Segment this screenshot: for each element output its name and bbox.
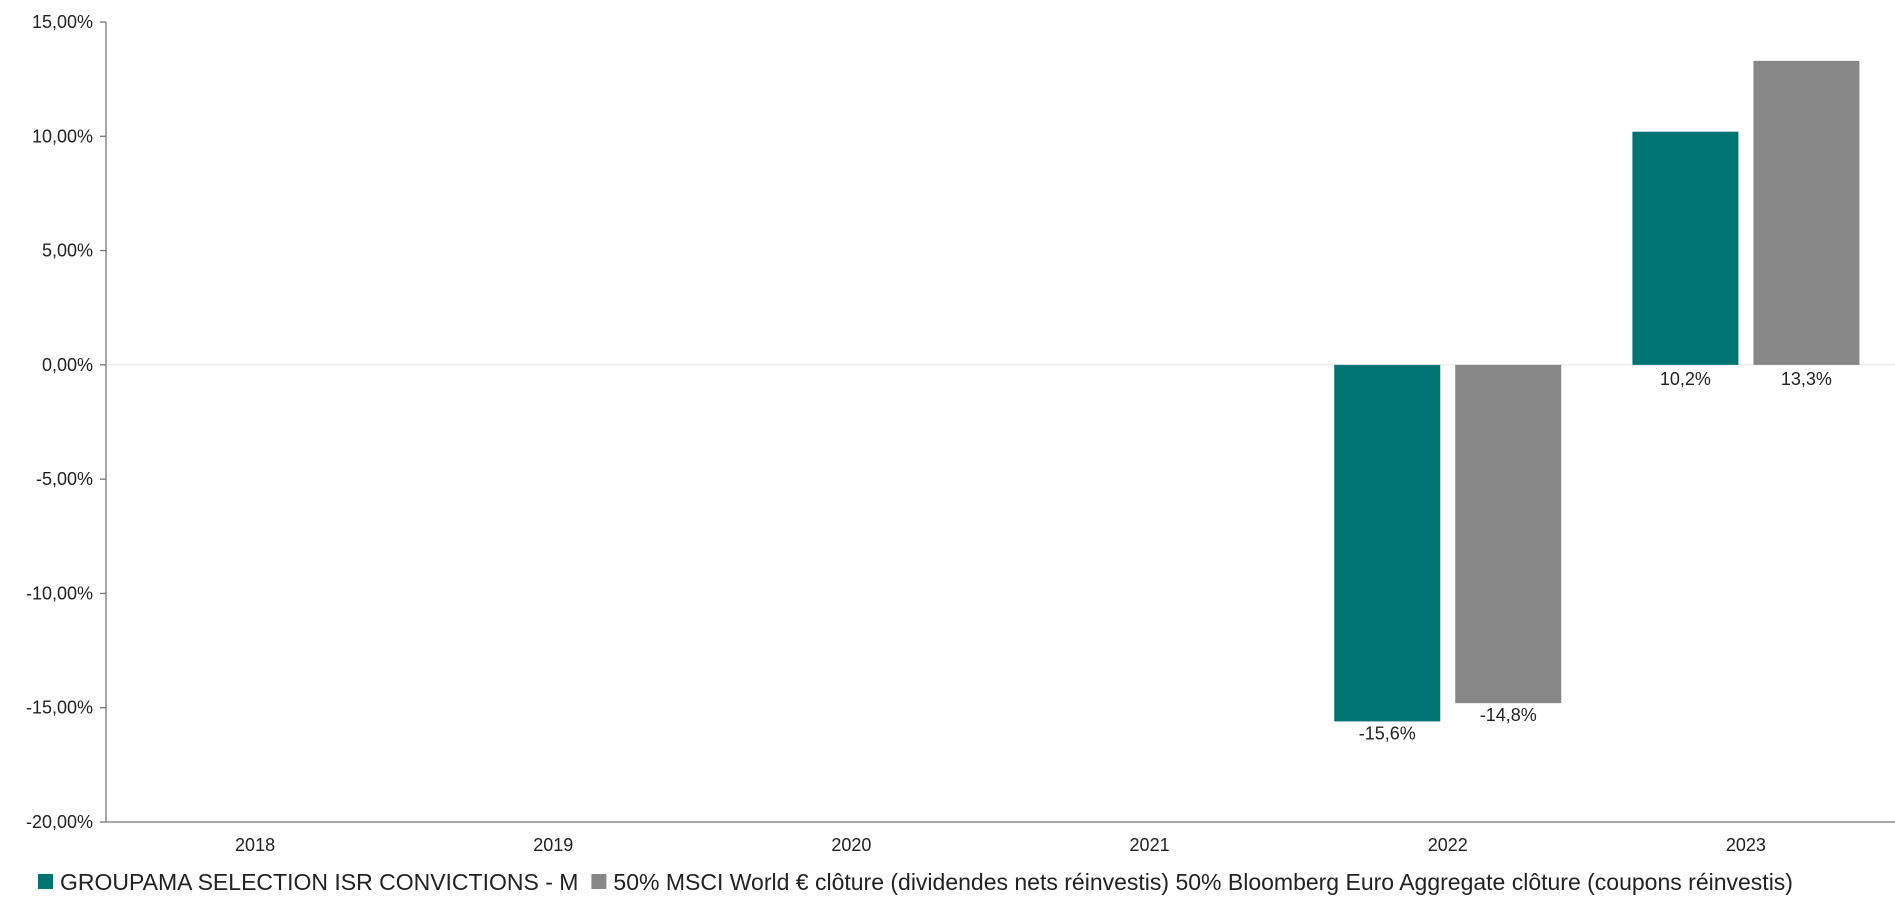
x-tick-label: 2023 — [1726, 835, 1766, 855]
x-tick-label: 2019 — [533, 835, 573, 855]
y-tick-label: -10,00% — [26, 583, 93, 603]
y-tick-label: -15,00% — [26, 698, 93, 718]
data-label: 10,2% — [1660, 369, 1711, 389]
legend-swatch-2 — [591, 874, 607, 889]
legend-label-2: 50% MSCI World € clôture (dividendes net… — [613, 869, 1793, 895]
x-tick-label: 2022 — [1428, 835, 1468, 855]
data-label: 13,3% — [1781, 369, 1832, 389]
data-labels: -15,6% -14,8% 10,2% 13,3% — [1359, 369, 1832, 744]
y-tick-label: 5,00% — [42, 241, 93, 261]
y-tick-label: -5,00% — [36, 469, 93, 489]
x-tick-label: 2018 — [235, 835, 275, 855]
bar-1-2022 — [1334, 364, 1441, 722]
legend-swatch-1 — [38, 874, 53, 889]
bars — [1334, 60, 1860, 722]
y-tick-label: 10,00% — [32, 126, 93, 146]
legend-label-1: GROUPAMA SELECTION ISR CONVICTIONS - M — [60, 869, 578, 895]
legend: GROUPAMA SELECTION ISR CONVICTIONS - M 50… — [38, 869, 1793, 895]
axes: 15,00% 10,00% 5,00% 0,00% -5,00% -10,00% -15,0… — [26, 12, 1895, 855]
data-label: -14,8% — [1480, 705, 1537, 725]
bar-1-2023 — [1632, 131, 1739, 365]
x-tick-label: 2020 — [831, 835, 871, 855]
y-tick-label: -20,00% — [26, 812, 93, 832]
bar-2-2022 — [1455, 364, 1562, 704]
y-tick-label: 15,00% — [32, 12, 93, 32]
y-tick-label: 0,00% — [42, 355, 93, 375]
bar-2-2023 — [1753, 60, 1860, 365]
data-label: -15,6% — [1359, 723, 1416, 743]
x-tick-label: 2021 — [1130, 835, 1170, 855]
